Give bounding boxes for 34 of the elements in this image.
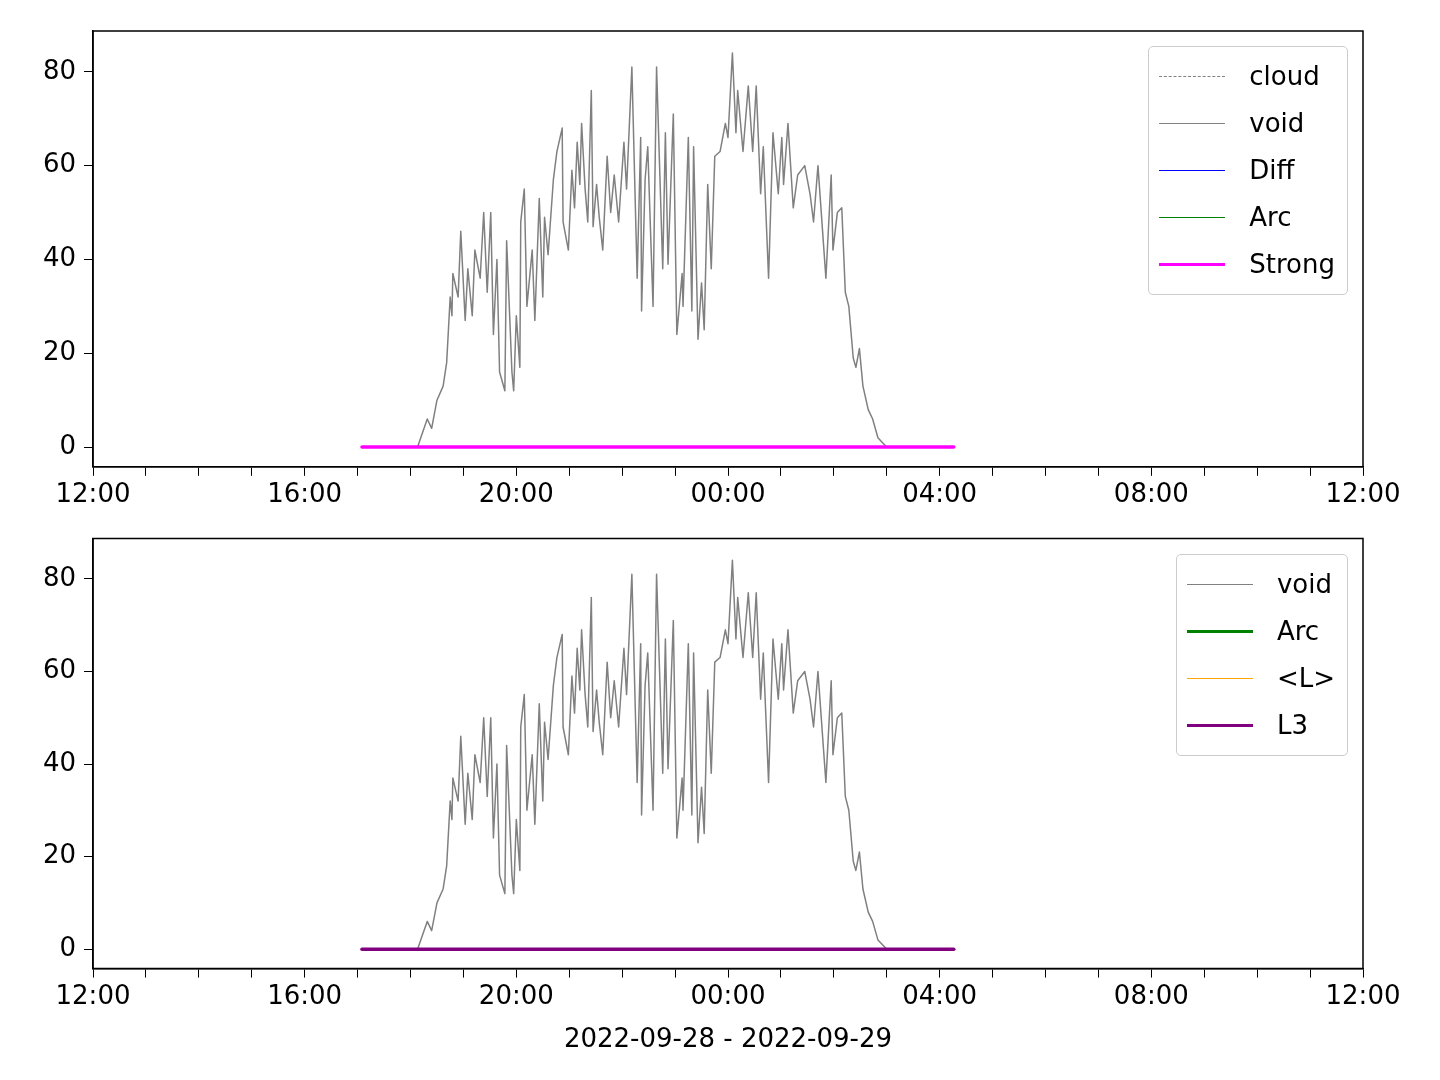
x-tick-label: 04:00	[902, 478, 978, 509]
y-tick-label: 60	[42, 148, 76, 179]
y-tick-label: 80	[42, 561, 76, 592]
y-tick-label: 20	[42, 839, 76, 870]
legend-label: Arc	[1276, 614, 1320, 648]
x-tick-label: 20:00	[478, 979, 554, 1010]
y-tick-label: 20	[42, 336, 76, 367]
legend-label: void	[1276, 567, 1332, 601]
y-tick-label: 60	[42, 654, 76, 685]
x-tick-label: 12:00	[55, 478, 131, 509]
x-axis-title: 2022-09-28 - 2022-09-29	[563, 1023, 893, 1054]
y-tick-label: 40	[42, 746, 76, 777]
legend-label: Arc	[1249, 201, 1292, 234]
x-tick-label: 20:00	[478, 478, 554, 509]
legend-label: Diff	[1249, 154, 1295, 187]
legend-label: <L>	[1276, 661, 1335, 695]
x-tick-label: 16:00	[267, 979, 343, 1010]
x-tick-label: 12:00	[1325, 979, 1401, 1010]
y-tick-label: 40	[42, 242, 76, 273]
legend-label: L3	[1276, 708, 1308, 742]
legend-label: Strong	[1249, 248, 1335, 281]
x-tick-label: 12:00	[55, 979, 131, 1010]
legend-label: cloud	[1249, 60, 1320, 93]
legend-label: void	[1249, 107, 1305, 140]
x-tick-label: 00:00	[690, 478, 766, 509]
x-tick-label: 04:00	[902, 979, 978, 1010]
x-tick-label: 12:00	[1325, 478, 1401, 509]
y-tick-label: 0	[59, 429, 76, 460]
x-tick-label: 08:00	[1113, 478, 1189, 509]
y-tick-label: 0	[59, 931, 76, 962]
x-tick-label: 08:00	[1113, 979, 1189, 1010]
x-tick-label: 00:00	[690, 979, 766, 1010]
y-tick-label: 80	[42, 54, 76, 85]
x-tick-label: 16:00	[267, 478, 343, 509]
